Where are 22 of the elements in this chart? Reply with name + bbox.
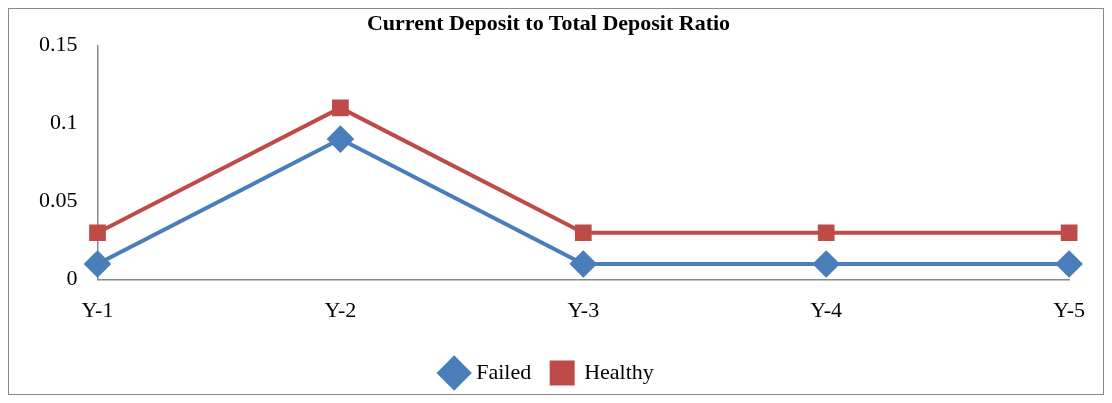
- y-tick-label: 0.05: [39, 187, 78, 213]
- point: [89, 224, 106, 242]
- y-tick-label: 0: [66, 265, 78, 291]
- point: [570, 250, 597, 277]
- x-tick-label: Y-1: [81, 296, 114, 322]
- chart-title: Current Deposit to Total Deposit Ratio: [366, 9, 731, 35]
- x-tick-label: Y-2: [324, 296, 357, 322]
- point: [332, 99, 349, 117]
- point: [84, 250, 111, 277]
- y-tick-label: 0.15: [39, 31, 78, 57]
- point: [1060, 224, 1078, 242]
- x-tick-label: Y-3: [567, 296, 600, 322]
- y-tick-label: 0.1: [50, 109, 78, 135]
- point: [817, 224, 835, 242]
- legend-label: Failed: [476, 358, 532, 384]
- x-tick-label: Y-5: [1053, 296, 1085, 322]
- point: [327, 126, 354, 153]
- legend-label: Healthy: [584, 358, 654, 384]
- point: [1056, 250, 1083, 277]
- point: [574, 224, 592, 242]
- point: [813, 250, 840, 277]
- x-tick-label: Y-4: [810, 296, 843, 322]
